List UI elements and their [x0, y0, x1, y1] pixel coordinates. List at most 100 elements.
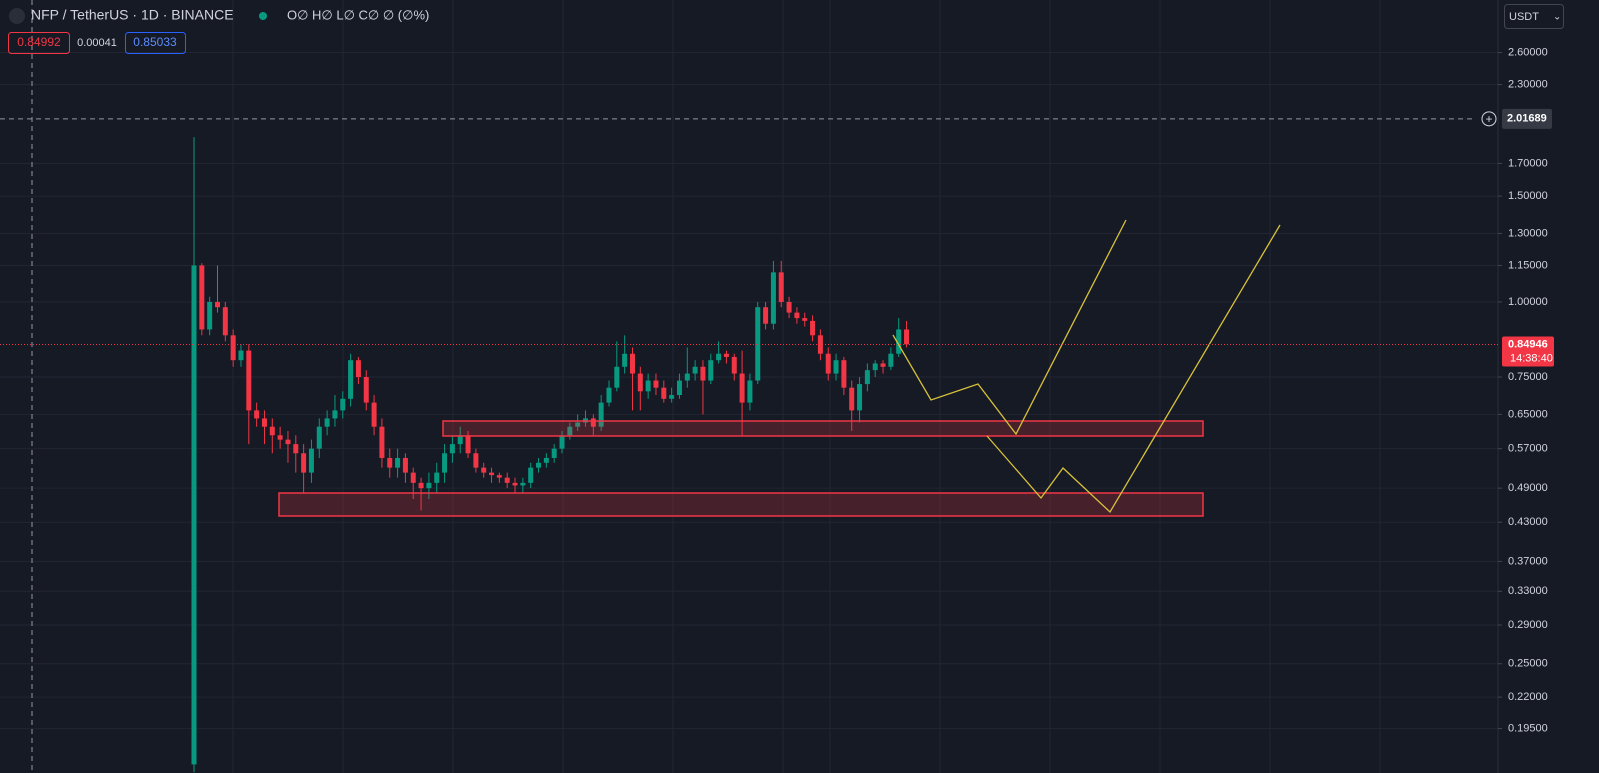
candle-body	[489, 472, 495, 476]
candle-body	[457, 435, 463, 445]
candles	[191, 137, 910, 773]
candle-body	[559, 435, 565, 449]
candle-body	[770, 272, 776, 324]
candle-body	[504, 477, 510, 483]
candle-body	[872, 363, 878, 371]
candle-body	[794, 312, 800, 319]
y-tick-label: 0.75000	[1508, 371, 1548, 383]
candle-body	[567, 426, 573, 436]
y-tick-label: 1.50000	[1508, 190, 1548, 202]
candle-body	[387, 457, 393, 468]
candle-body	[825, 353, 831, 374]
candle-body	[402, 457, 408, 473]
y-tick-label: 0.25000	[1508, 658, 1548, 670]
y-tick-label: 0.43000	[1508, 516, 1548, 528]
candle-body	[606, 387, 612, 403]
candle-body	[410, 472, 416, 483]
candle-body	[614, 366, 620, 388]
candle-body	[849, 387, 855, 411]
candle-body	[426, 482, 432, 489]
candle-body	[857, 384, 863, 411]
candle-body	[629, 353, 635, 374]
candle-body	[269, 426, 275, 436]
candle-body	[551, 448, 557, 458]
y-tick-label: 0.29000	[1508, 619, 1548, 631]
candle-body	[285, 439, 291, 445]
candle-body	[199, 265, 205, 330]
y-tick-label: 1.15000	[1508, 259, 1548, 271]
symbol-title: NFP / TetherUS · 1D · BINANCE	[31, 7, 234, 23]
market-status	[259, 12, 267, 20]
candle-body	[465, 435, 471, 454]
candle-body	[332, 410, 338, 419]
candle-body	[786, 301, 792, 313]
candle-body	[512, 482, 518, 486]
crosshair-box	[1502, 108, 1552, 129]
candle-body	[316, 426, 322, 449]
candle-body	[622, 353, 628, 367]
candle-body	[543, 457, 549, 463]
bid-box[interactable]	[8, 32, 70, 54]
candle-body	[395, 457, 401, 468]
crosshair-label: 2.01689	[1507, 113, 1547, 125]
y-tick-label: 1.30000	[1508, 227, 1548, 239]
candle-body	[536, 462, 542, 468]
candle-body	[888, 353, 894, 367]
candle-body	[481, 467, 487, 473]
candle-body	[747, 380, 753, 403]
candle-body	[802, 318, 808, 321]
y-tick-label: 2.30000	[1508, 78, 1548, 90]
candle-body	[896, 329, 902, 354]
candle-body	[379, 426, 385, 458]
candle-body	[598, 402, 604, 427]
candle-body	[528, 467, 534, 483]
candle-body	[755, 307, 761, 381]
candle-body	[238, 350, 244, 361]
header: NFP / TetherUS · 1D · BINANCE O∅ H∅ L∅ C…	[8, 7, 429, 54]
price-grid	[0, 52, 1498, 730]
candle-body	[301, 453, 307, 473]
candle-body	[739, 373, 745, 403]
candle-body	[833, 360, 839, 374]
candle-body	[723, 353, 729, 357]
candle-body	[864, 370, 870, 385]
candle-body	[355, 360, 361, 378]
candle-body	[778, 272, 784, 302]
candle-body	[880, 363, 886, 367]
currency-button[interactable]	[1504, 4, 1564, 29]
candle-body	[348, 360, 354, 399]
ask-box[interactable]	[125, 32, 186, 54]
candle-body	[442, 453, 448, 473]
candle-body	[254, 410, 260, 419]
candle-body	[496, 475, 502, 478]
candle-body	[246, 350, 252, 411]
currency: USDT	[1509, 11, 1539, 23]
candle-body	[810, 320, 816, 336]
projection-path[interactable]	[986, 224, 1281, 514]
candle-body	[308, 448, 314, 473]
projection-path[interactable]	[892, 219, 1127, 436]
zone-rectangle[interactable]	[442, 420, 1204, 437]
candle-body	[222, 307, 228, 336]
candle-body	[700, 366, 706, 381]
last-price-box	[1502, 336, 1554, 367]
currency-caret: ⌄	[1553, 12, 1561, 23]
candle-body	[763, 307, 769, 324]
y-tick-label: 0.57000	[1508, 443, 1548, 455]
y-tick-label: 0.37000	[1508, 555, 1548, 567]
y-tick-label: 1.70000	[1508, 157, 1548, 169]
candle-body	[293, 444, 299, 454]
candle-body	[520, 482, 526, 486]
countdown: 14:38:40	[1510, 352, 1553, 364]
ask-price: 0.85033	[133, 35, 177, 49]
drawings	[31, 0, 1281, 773]
zone-rectangle[interactable]	[278, 492, 1204, 517]
candle-body	[841, 360, 847, 388]
y-tick-label: 0.65000	[1508, 408, 1548, 420]
add-alert-button[interactable]	[1481, 111, 1497, 127]
candle-body	[716, 353, 722, 361]
candle-body	[371, 402, 377, 427]
